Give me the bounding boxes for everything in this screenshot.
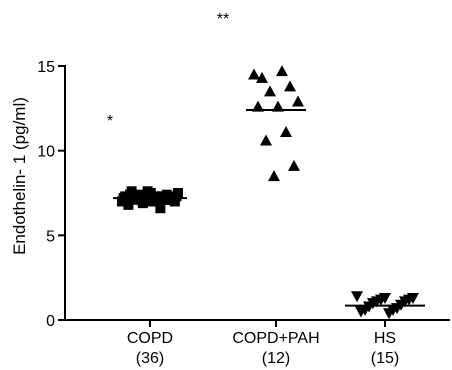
x-ticks: COPD (36) COPD+PAH (12) HS (15) [127, 320, 399, 367]
data-point-copd-pah [252, 100, 264, 112]
data-point-copd [163, 194, 174, 205]
data-point-copd [129, 191, 140, 202]
x-tick-label: COPD [127, 330, 173, 347]
data-point-copd [123, 199, 134, 210]
data-points [117, 65, 419, 320]
y-tick-label: 5 [46, 228, 55, 245]
significance-marker-copd: * [107, 113, 113, 130]
data-point-copd [144, 196, 155, 207]
median-lines [113, 109, 425, 307]
significance-marker-top: ** [217, 11, 229, 28]
data-point-copd [155, 203, 166, 214]
data-point-hs [355, 306, 367, 318]
x-tick-count-label: (15) [371, 350, 399, 367]
data-point-copd-pah [284, 80, 296, 92]
data-point-copd-pah [248, 68, 260, 80]
y-tick-label: 15 [37, 59, 55, 76]
y-ticks: 0 5 10 15 [37, 59, 65, 330]
data-point-copd-pah [268, 170, 280, 182]
y-axis: 0 5 10 15 Endothelin- 1 (pg/ml) [10, 59, 66, 330]
data-point-copd-pah [288, 159, 300, 171]
y-axis-label: Endothelin- 1 (pg/ml) [10, 97, 29, 255]
data-point-copd-pah [292, 95, 304, 107]
data-point-hs [351, 291, 363, 303]
data-point-copd-pah [260, 134, 272, 146]
data-point-copd-pah [256, 71, 268, 83]
x-tick-label: HS [374, 330, 396, 347]
data-point-copd-pah [272, 100, 284, 112]
x-tick-count-label: (36) [136, 350, 164, 367]
x-tick-label: COPD+PAH [232, 330, 319, 347]
data-point-copd [141, 189, 151, 200]
data-point-copd-pah [280, 126, 292, 138]
y-tick-label: 0 [46, 313, 55, 330]
data-point-copd-pah [276, 65, 288, 77]
y-tick-label: 10 [37, 144, 55, 161]
x-tick-count-label: (12) [262, 350, 290, 367]
data-point-copd-pah [264, 85, 276, 97]
data-point-hs [383, 308, 395, 320]
x-axis: COPD (36) COPD+PAH (12) HS (15) [64, 319, 450, 367]
